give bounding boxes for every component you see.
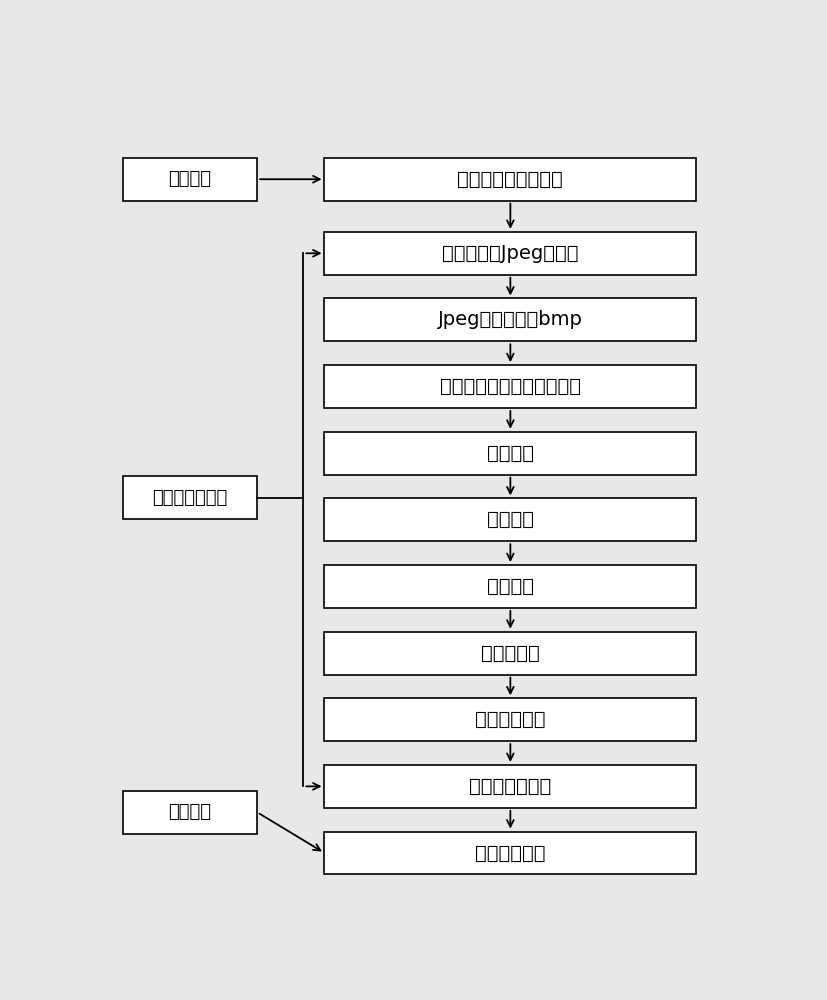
Bar (122, 476, 257, 519)
Text: 计数结果显示: 计数结果显示 (476, 843, 546, 862)
Text: 打开图像（Jpeg格式）: 打开图像（Jpeg格式） (442, 244, 579, 263)
Text: 图像平滑: 图像平滑 (487, 510, 534, 529)
Text: 图像采集、输入电脑: 图像采集、输入电脑 (457, 170, 563, 189)
Text: 连通区域标记: 连通区域标记 (476, 710, 546, 729)
Bar (324, 432, 696, 475)
Text: 图像处理与计数: 图像处理与计数 (152, 489, 227, 507)
Text: 检测区域的选择、噪音擦除: 检测区域的选择、噪音擦除 (440, 377, 581, 396)
Text: 参数提取与计数: 参数提取与计数 (469, 777, 552, 796)
Bar (324, 232, 696, 275)
Text: 形态学操作: 形态学操作 (481, 644, 540, 663)
Bar (324, 698, 696, 741)
Bar (122, 791, 257, 834)
Text: 图像输入: 图像输入 (169, 170, 212, 188)
Bar (324, 565, 696, 608)
Bar (324, 158, 696, 201)
Text: 结果输出: 结果输出 (169, 803, 212, 821)
Bar (324, 365, 696, 408)
Text: Jpeg格式转化为bmp: Jpeg格式转化为bmp (438, 310, 583, 329)
Text: 灰度转换: 灰度转换 (487, 444, 534, 463)
Bar (122, 158, 257, 201)
Text: 阈值分割: 阈值分割 (487, 577, 534, 596)
Bar (324, 832, 696, 874)
Bar (324, 498, 696, 541)
Bar (324, 298, 696, 341)
Bar (324, 632, 696, 675)
Bar (324, 765, 696, 808)
